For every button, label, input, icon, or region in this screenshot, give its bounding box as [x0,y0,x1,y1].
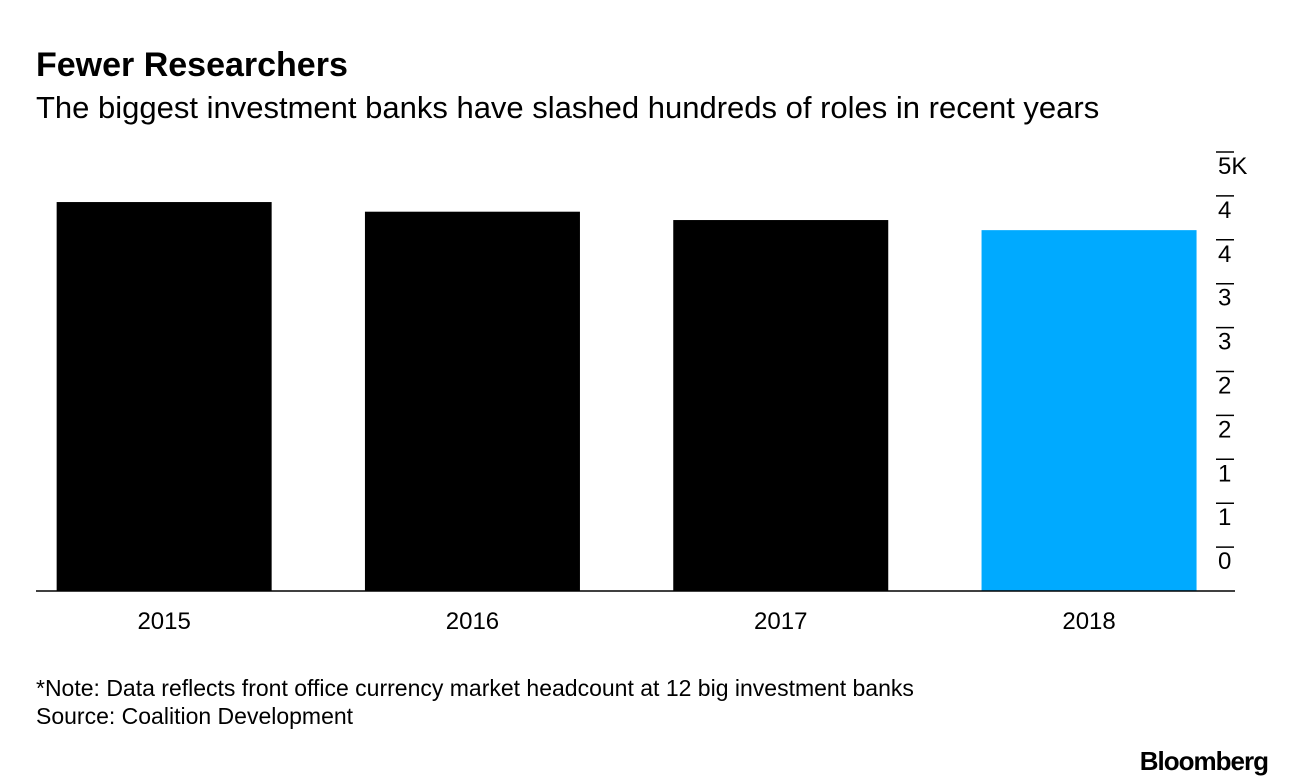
x-tick-label: 2018 [1062,608,1115,635]
footer: *Note: Data reflects front office curren… [36,675,914,729]
note: *Note: Data reflects front office curren… [36,675,914,701]
bar [56,202,272,591]
y-tick-label: 5K [1218,153,1247,180]
x-tick-label: 2016 [446,608,499,635]
y-tick-label: 0 [1218,548,1231,575]
y-tick-label: 4 [1218,241,1231,268]
y-tick-label: 1 [1218,460,1231,487]
y-tick-label: 1 [1218,504,1231,531]
source: Source: Coalition Development [36,703,354,729]
chart-title: Fewer Researchers [36,46,348,84]
y-tick-label: 2 [1218,373,1231,400]
y-tick-label: 2 [1218,416,1231,443]
x-tick-label: 2015 [137,608,190,635]
y-tick-label: 3 [1218,285,1231,312]
bar [673,220,889,592]
y-tick-label: 4 [1218,197,1231,224]
brand: Bloomberg [1140,746,1268,776]
y-tick-label: 3 [1218,329,1231,356]
bar [364,211,580,592]
chart-subtitle: The biggest investment banks have slashe… [36,90,1099,125]
x-tick-label: 2017 [754,608,807,635]
bar [981,230,1197,591]
